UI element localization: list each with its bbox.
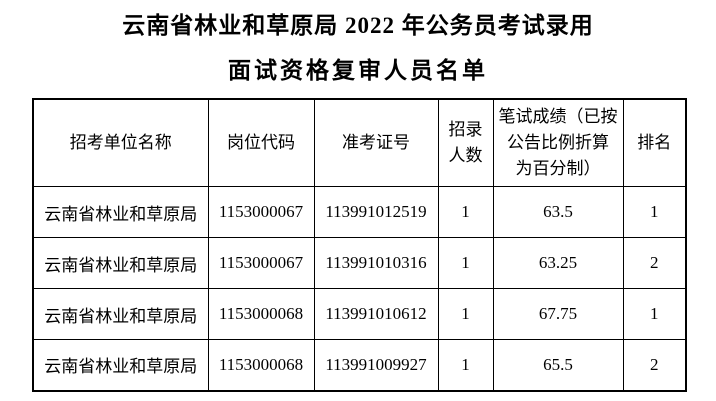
col-header-recruit-count-label-line-2: 人数 [448, 145, 483, 165]
cell-rank: 1 [622, 186, 687, 239]
cell-unit: 云南省林业和草原局 [32, 186, 209, 239]
cell-unit: 云南省林业和草原局 [32, 237, 209, 290]
cell-ticket-number: 113991012519 [313, 186, 439, 239]
cell-rank: 1 [622, 288, 687, 341]
cell-position-code: 1153000067 [207, 237, 315, 290]
cell-position-code: 1153000067 [207, 186, 315, 239]
cell-written-score: 63.5 [492, 186, 624, 239]
page-title: 云南省林业和草原局 2022 年公务员考试录用 面试资格复审人员名单 [0, 0, 716, 84]
col-header-rank: 排名 [622, 98, 687, 188]
cell-rank: 2 [622, 237, 687, 290]
cell-recruit-count: 1 [437, 288, 494, 341]
table-row: 云南省林业和草原局 1153000068 113991010612 1 67.7… [32, 288, 687, 341]
col-header-recruit-count: 招录 人数 [437, 98, 494, 188]
page-title-line-1: 云南省林业和草原局 2022 年公务员考试录用 [122, 13, 594, 38]
table-row: 云南省林业和草原局 1153000068 113991009927 1 65.5… [32, 339, 687, 392]
col-header-written-score-label-line-2: 公告比例折算 [507, 132, 609, 152]
header-row: 招考单位名称 岗位代码 准考证号 招录 人数 笔试成绩（已按 公告比例折算 为百… [32, 98, 687, 188]
cell-ticket-number: 113991009927 [313, 339, 439, 392]
cell-recruit-count: 1 [437, 186, 494, 239]
cell-position-code: 1153000068 [207, 288, 315, 341]
col-header-rank-label: 排名 [637, 132, 672, 152]
table-row: 云南省林业和草原局 1153000067 113991010316 1 63.2… [32, 237, 687, 290]
cell-unit: 云南省林业和草原局 [32, 288, 209, 341]
cell-recruit-count: 1 [437, 237, 494, 290]
col-header-written-score: 笔试成绩（已按 公告比例折算 为百分制） [492, 98, 624, 188]
cell-ticket-number: 113991010612 [313, 288, 439, 341]
cell-recruit-count: 1 [437, 339, 494, 392]
cell-position-code: 1153000068 [207, 339, 315, 392]
col-header-ticket-number-label: 准考证号 [342, 132, 410, 152]
col-header-ticket-number: 准考证号 [313, 98, 439, 188]
page-title-line-2: 面试资格复审人员名单 [228, 58, 488, 84]
col-header-position-code-label: 岗位代码 [227, 132, 295, 152]
col-header-unit-label: 招考单位名称 [69, 132, 172, 152]
cell-written-score: 67.75 [492, 288, 624, 341]
col-header-recruit-count-label-line-1: 招录 [448, 119, 483, 139]
col-header-written-score-label-line-1: 笔试成绩（已按 [498, 106, 618, 126]
cell-written-score: 63.25 [492, 237, 624, 290]
table-row: 云南省林业和草原局 1153000067 113991012519 1 63.5… [32, 186, 687, 239]
col-header-unit: 招考单位名称 [32, 98, 209, 188]
col-header-position-code: 岗位代码 [207, 98, 315, 188]
roster-table: 招考单位名称 岗位代码 准考证号 招录 人数 笔试成绩（已按 公告比例折算 为百… [32, 97, 687, 392]
cell-unit: 云南省林业和草原局 [32, 339, 209, 392]
cell-ticket-number: 113991010316 [313, 237, 439, 290]
cell-written-score: 65.5 [492, 339, 624, 392]
col-header-written-score-label-line-3: 为百分制） [515, 158, 601, 178]
cell-rank: 2 [622, 339, 687, 392]
